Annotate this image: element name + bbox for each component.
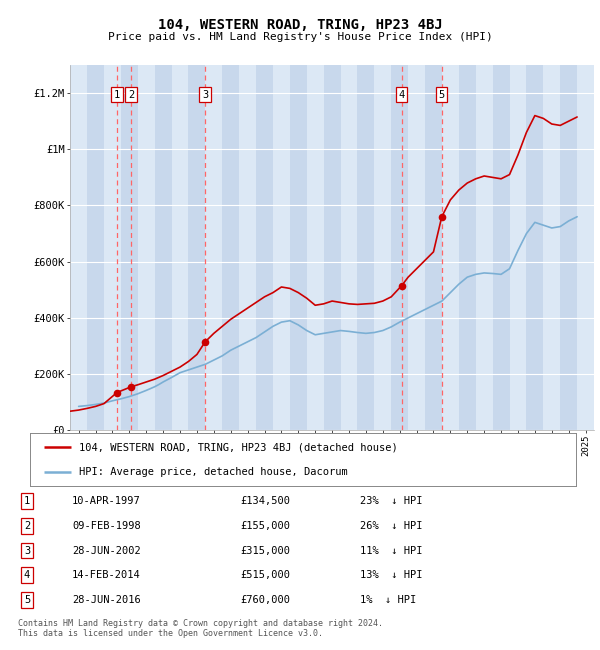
Text: 23%  ↓ HPI: 23% ↓ HPI	[360, 496, 422, 506]
Text: £515,000: £515,000	[240, 570, 290, 580]
Bar	[87, 65, 104, 430]
Bar	[155, 65, 172, 430]
Bar	[493, 65, 509, 430]
Text: 09-FEB-1998: 09-FEB-1998	[72, 521, 141, 531]
Text: 11%  ↓ HPI: 11% ↓ HPI	[360, 545, 422, 556]
Text: Price paid vs. HM Land Registry's House Price Index (HPI): Price paid vs. HM Land Registry's House …	[107, 32, 493, 42]
Bar	[323, 65, 341, 430]
Text: Contains HM Land Registry data © Crown copyright and database right 2024.
This d: Contains HM Land Registry data © Crown c…	[18, 619, 383, 638]
Bar	[526, 65, 544, 430]
Text: 5: 5	[439, 90, 445, 99]
Text: £155,000: £155,000	[240, 521, 290, 531]
Bar	[222, 65, 239, 430]
Text: 4: 4	[24, 570, 30, 580]
Text: 4: 4	[398, 90, 405, 99]
Text: 5: 5	[24, 595, 30, 605]
Text: 14-FEB-2014: 14-FEB-2014	[72, 570, 141, 580]
Bar	[290, 65, 307, 430]
Text: 2: 2	[24, 521, 30, 531]
Text: 28-JUN-2016: 28-JUN-2016	[72, 595, 141, 605]
Text: £134,500: £134,500	[240, 496, 290, 506]
Bar	[121, 65, 138, 430]
Bar	[188, 65, 205, 430]
Text: 13%  ↓ HPI: 13% ↓ HPI	[360, 570, 422, 580]
Text: 10-APR-1997: 10-APR-1997	[72, 496, 141, 506]
Bar	[459, 65, 476, 430]
Text: £760,000: £760,000	[240, 595, 290, 605]
Text: 1: 1	[24, 496, 30, 506]
Text: 3: 3	[202, 90, 208, 99]
Text: 104, WESTERN ROAD, TRING, HP23 4BJ: 104, WESTERN ROAD, TRING, HP23 4BJ	[158, 18, 442, 32]
Text: 1%  ↓ HPI: 1% ↓ HPI	[360, 595, 416, 605]
Text: 3: 3	[24, 545, 30, 556]
Text: 26%  ↓ HPI: 26% ↓ HPI	[360, 521, 422, 531]
Text: HPI: Average price, detached house, Dacorum: HPI: Average price, detached house, Daco…	[79, 467, 348, 477]
Bar	[358, 65, 374, 430]
Text: £315,000: £315,000	[240, 545, 290, 556]
Bar	[425, 65, 442, 430]
Bar	[391, 65, 408, 430]
Bar	[560, 65, 577, 430]
Text: 104, WESTERN ROAD, TRING, HP23 4BJ (detached house): 104, WESTERN ROAD, TRING, HP23 4BJ (deta…	[79, 442, 398, 452]
Text: 28-JUN-2002: 28-JUN-2002	[72, 545, 141, 556]
Bar	[256, 65, 273, 430]
Text: 2: 2	[128, 90, 134, 99]
Text: 1: 1	[114, 90, 120, 99]
